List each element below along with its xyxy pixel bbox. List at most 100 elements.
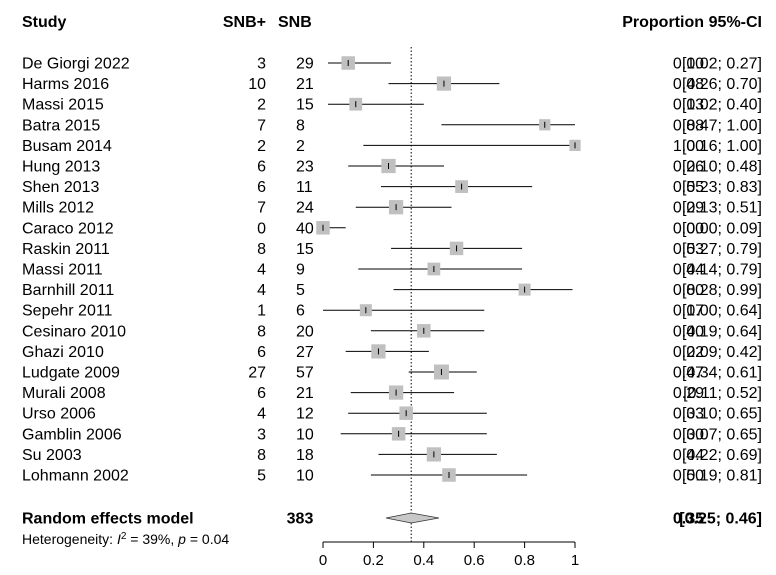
header-proportion: Proportion <box>622 14 704 31</box>
proportion-value: 0.44 <box>673 262 704 279</box>
study-label: Hung 2013 <box>22 159 100 176</box>
x-axis: 0 0.2 0.4 0.6 0.8 1 <box>319 541 579 569</box>
study-label: Raskin 2011 <box>22 241 110 258</box>
study-label: Barnhill 2011 <box>22 282 114 299</box>
x-tick-label: 0.8 <box>514 552 535 569</box>
header-total: SNB <box>278 14 312 31</box>
events-value: 6 <box>257 179 266 196</box>
study-label: Caraco 2012 <box>22 220 114 237</box>
total-value: 23 <box>296 159 314 176</box>
total-value: 12 <box>296 406 314 423</box>
header-study: Study <box>22 14 67 31</box>
events-value: 4 <box>257 282 266 299</box>
events-value: 4 <box>257 406 266 423</box>
proportion-value: 0.47 <box>673 365 704 382</box>
proportion-value: 0.53 <box>673 241 704 258</box>
total-value: 20 <box>296 323 314 340</box>
ci-value: [0.13; 0.51] <box>682 200 762 217</box>
x-tick-label: 0 <box>319 552 327 569</box>
x-tick-label: 1 <box>571 552 579 569</box>
ci-value: [0.19; 0.64] <box>682 323 762 340</box>
proportion-value: 0.29 <box>673 200 704 217</box>
study-label: Harms 2016 <box>22 76 109 93</box>
study-label: Urso 2006 <box>22 406 96 423</box>
total-value: 21 <box>296 385 314 402</box>
ci-value: [0.34; 0.61] <box>682 365 762 382</box>
proportion-value: 0.40 <box>673 323 704 340</box>
study-label: Mills 2012 <box>22 200 94 217</box>
ci-value: [0.00; 0.09] <box>682 220 762 237</box>
pooled-label: Random effects model <box>22 511 194 528</box>
proportion-value: 0.29 <box>673 385 704 402</box>
proportion-value: 0.55 <box>673 179 704 196</box>
events-value: 8 <box>257 447 266 464</box>
ci-value: [0.14; 0.79] <box>682 262 762 279</box>
ci-value: [0.19; 0.81] <box>682 468 762 485</box>
events-value: 6 <box>257 344 266 361</box>
ci-value: [0.22; 0.69] <box>682 447 762 464</box>
study-label: Murali 2008 <box>22 385 106 402</box>
total-value: 15 <box>296 97 314 114</box>
het-p-symbol: p <box>177 531 186 547</box>
proportion-value: 0.17 <box>673 303 704 320</box>
events-value: 8 <box>257 323 266 340</box>
study-rows: De Giorgi 2022 3 29 0.10[0.02; 0.27] Harms 2… <box>22 56 762 485</box>
total-value: 8 <box>296 117 305 134</box>
ci-value: [0.47; 1.00] <box>682 117 762 134</box>
total-value: 6 <box>296 303 305 320</box>
events-value: 2 <box>257 138 266 155</box>
events-value: 1 <box>257 303 266 320</box>
header-row: Study SNB+ SNB Proportion 95%-CI <box>22 14 762 31</box>
het-value: = 39%, <box>126 531 178 547</box>
pooled-proportion: 0.35 <box>673 511 704 528</box>
total-value: 15 <box>296 241 314 258</box>
ci-value: [0.09; 0.42] <box>682 344 762 361</box>
events-value: 4 <box>257 262 266 279</box>
study-label: Gamblin 2006 <box>22 426 122 443</box>
total-value: 40 <box>296 220 314 237</box>
events-value: 6 <box>257 385 266 402</box>
pooled-diamond <box>385 512 439 524</box>
ci-value: [0.10; 0.48] <box>682 159 762 176</box>
study-label: Shen 2013 <box>22 179 100 196</box>
study-label: Massi 2015 <box>22 97 104 114</box>
proportion-value: 0.88 <box>673 117 704 134</box>
total-value: 27 <box>296 344 314 361</box>
header-ci: 95%-CI <box>709 14 762 31</box>
ci-value: [0.07; 0.65] <box>682 426 762 443</box>
ci-value: [0.02; 0.40] <box>682 97 762 114</box>
events-value: 8 <box>257 241 266 258</box>
events-value: 27 <box>248 365 266 382</box>
x-tick-label: 0.2 <box>363 552 384 569</box>
ci-value: [0.02; 0.27] <box>682 56 762 73</box>
ci-value: [0.23; 0.83] <box>682 179 762 196</box>
ci-value: [0.28; 0.99] <box>682 282 762 299</box>
ci-value: [0.11; 0.52] <box>683 385 762 402</box>
total-value: 24 <box>296 200 314 217</box>
x-tick-label: 0.4 <box>413 552 434 569</box>
events-value: 0 <box>257 220 266 237</box>
events-value: 5 <box>257 468 266 485</box>
x-tick-label: 0.6 <box>464 552 485 569</box>
study-label: Su 2003 <box>22 447 82 464</box>
ci-value: [0.26; 0.70] <box>682 76 762 93</box>
events-value: 3 <box>257 426 266 443</box>
study-label: De Giorgi 2022 <box>22 56 130 73</box>
ci-value: [0.10; 0.65] <box>682 406 762 423</box>
total-value: 18 <box>296 447 314 464</box>
proportion-value: 0.48 <box>673 76 704 93</box>
het-p-value: = 0.04 <box>186 531 229 547</box>
study-label: Ghazi 2010 <box>22 344 104 361</box>
events-value: 3 <box>257 56 266 73</box>
het-prefix: Heterogeneity: <box>22 531 117 547</box>
proportion-value: 0.10 <box>673 56 704 73</box>
total-value: 2 <box>296 138 305 155</box>
ci-value: [0.16; 1.00] <box>682 138 762 155</box>
events-value: 7 <box>257 200 266 217</box>
total-value: 29 <box>296 56 314 73</box>
heterogeneity-text: Heterogeneity: I2 = 39%, p = 0.04 <box>22 531 229 548</box>
events-value: 7 <box>257 117 266 134</box>
total-value: 57 <box>296 365 314 382</box>
total-value: 5 <box>296 282 305 299</box>
